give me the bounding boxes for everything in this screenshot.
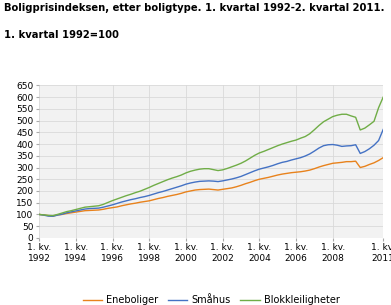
Legend: Eneboliger, Småhus, Blokkleiligheter: Eneboliger, Småhus, Blokkleiligheter (79, 292, 343, 305)
Blokkleiligheter (271, 146, 275, 149)
Eneboliger (37, 213, 41, 216)
Småhus (220, 179, 225, 183)
Småhus (74, 209, 78, 213)
Eneboliger (74, 210, 78, 214)
Blokkleiligheter (381, 95, 386, 99)
Blokkleiligheter (262, 149, 266, 153)
Småhus (37, 213, 41, 216)
Eneboliger (271, 174, 275, 178)
Blokkleiligheter (220, 168, 225, 172)
Text: Boligprisindeksen, etter boligtype. 1. kvartal 1992-2. kvartal 2011.: Boligprisindeksen, etter boligtype. 1. k… (4, 3, 384, 13)
Blokkleiligheter (37, 213, 41, 216)
Eneboliger (262, 177, 266, 180)
Line: Småhus: Småhus (39, 130, 383, 216)
Småhus (271, 163, 275, 167)
Eneboliger (220, 188, 225, 191)
Text: 1. kvartal 1992=100: 1. kvartal 1992=100 (4, 30, 119, 41)
Blokkleiligheter (317, 124, 321, 127)
Line: Blokkleiligheter: Blokkleiligheter (39, 97, 383, 216)
Småhus (161, 190, 165, 193)
Blokkleiligheter (161, 180, 165, 183)
Blokkleiligheter (74, 208, 78, 211)
Småhus (50, 214, 55, 218)
Småhus (381, 128, 386, 131)
Eneboliger (161, 196, 165, 199)
Blokkleiligheter (50, 214, 55, 217)
Line: Eneboliger: Eneboliger (39, 158, 383, 216)
Eneboliger (50, 214, 55, 218)
Småhus (317, 146, 321, 150)
Eneboliger (317, 165, 321, 169)
Småhus (262, 166, 266, 170)
Eneboliger (381, 156, 386, 160)
